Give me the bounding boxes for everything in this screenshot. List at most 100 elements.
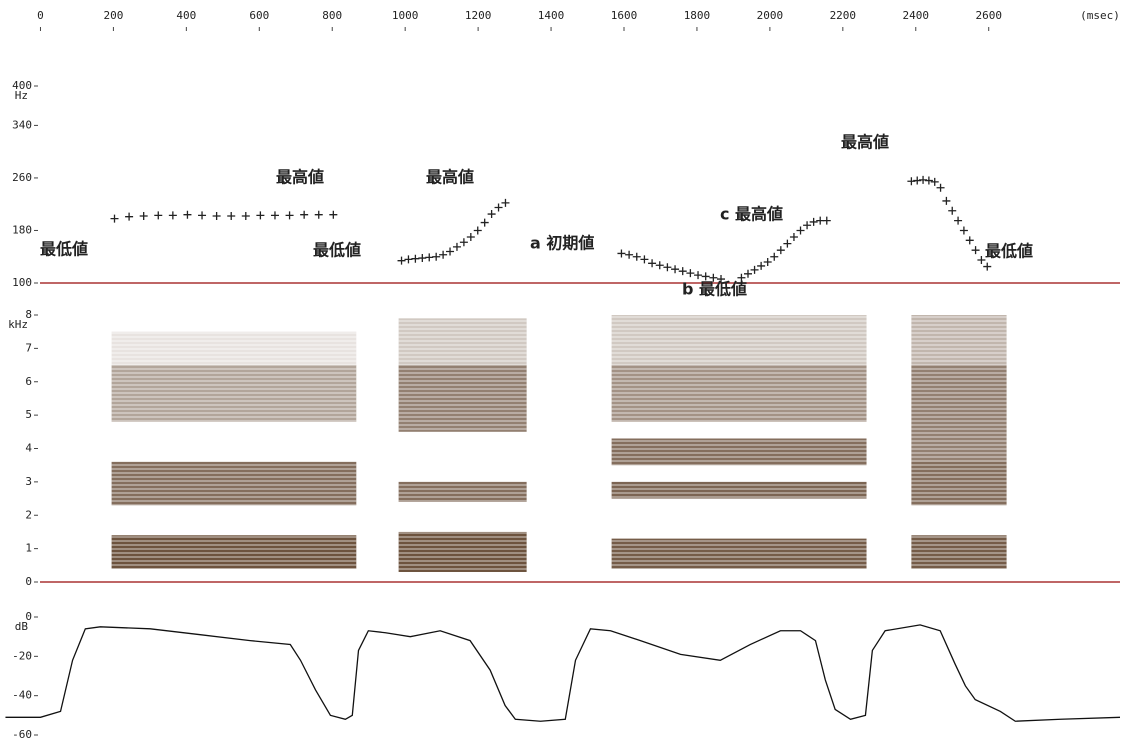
intensity-curve — [5, 625, 1120, 721]
y-unit: dB — [15, 620, 29, 633]
x-tick-label: 2600 — [975, 9, 1002, 22]
pitch-point — [625, 251, 633, 259]
pitch-point — [663, 263, 671, 271]
y-tick-label: 0 — [25, 575, 32, 588]
harmonic-texture — [399, 482, 527, 502]
harmonic-texture — [911, 535, 1006, 568]
harmonic-texture — [399, 365, 527, 432]
pitch-point — [213, 212, 221, 220]
pitch-point — [495, 203, 503, 211]
pitch-point — [937, 184, 945, 192]
pitch-point — [315, 211, 323, 219]
harmonic-texture — [112, 365, 357, 422]
pitch-point — [439, 251, 447, 259]
speech-analysis-figure: 0200400600800100012001400160018002000220… — [0, 0, 1127, 746]
pitch-point — [777, 246, 785, 254]
x-tick-label: 600 — [249, 9, 269, 22]
pitch-point — [656, 261, 664, 269]
pitch-point — [972, 246, 980, 254]
x-tick-label: 1600 — [611, 9, 638, 22]
pitch-point — [770, 253, 778, 261]
pitch-point — [633, 253, 641, 261]
x-tick-label: 1800 — [684, 9, 711, 22]
x-tick-label: 200 — [103, 9, 123, 22]
x-tick-label: 2200 — [830, 9, 857, 22]
harmonic-texture — [612, 315, 867, 365]
pitch-point — [797, 226, 805, 234]
pitch-point — [919, 176, 927, 184]
pitch-point — [453, 243, 461, 251]
pitch-point — [948, 207, 956, 215]
pitch-point — [679, 267, 687, 275]
harmonic-texture — [911, 462, 1006, 505]
harmonic-texture — [112, 332, 357, 365]
y-tick-label: 2 — [25, 508, 32, 521]
pitch-point — [154, 211, 162, 219]
harmonic-texture — [911, 365, 1006, 462]
x-unit: (msec) — [1080, 9, 1120, 22]
pitch-point — [481, 219, 489, 227]
annotation: c 最高値 — [720, 205, 783, 224]
y-tick-label: -60 — [12, 728, 32, 741]
pitch-point — [757, 262, 765, 270]
harmonic-texture — [612, 438, 867, 465]
y-tick-label: 1 — [25, 542, 32, 555]
pitch-point — [744, 270, 752, 278]
pitch-point — [425, 253, 433, 261]
pitch-point — [942, 197, 950, 205]
pitch-point — [411, 255, 419, 263]
pitch-point — [271, 211, 279, 219]
annotation: 最高値 — [426, 168, 474, 187]
harmonic-texture — [399, 318, 527, 365]
annotation: 最高値 — [276, 168, 324, 187]
annotation: 最高値 — [841, 133, 889, 152]
annotation: 最低値 — [985, 242, 1033, 261]
pitch-point — [242, 212, 250, 220]
annotation: b 最低値 — [682, 280, 747, 299]
harmonic-texture — [112, 462, 357, 505]
pitch-point — [169, 211, 177, 219]
harmonic-texture — [399, 532, 527, 572]
pitch-point — [432, 253, 440, 261]
pitch-point — [925, 177, 933, 185]
pitch-point — [966, 236, 974, 244]
pitch-point — [183, 211, 191, 219]
pitch-point — [751, 266, 759, 274]
annotation: 最低値 — [40, 240, 88, 259]
harmonic-texture — [612, 365, 867, 422]
pitch-point — [329, 211, 337, 219]
pitch-point — [694, 271, 702, 279]
harmonic-texture — [112, 535, 357, 568]
y-tick-label: 100 — [12, 276, 32, 289]
y-tick-label: 260 — [12, 171, 32, 184]
y-tick-label: 180 — [12, 223, 32, 236]
y-tick-label: -20 — [12, 649, 32, 662]
pitch-point — [256, 211, 264, 219]
y-tick-label: 4 — [25, 442, 32, 455]
pitch-point — [404, 255, 412, 263]
pitch-point — [501, 199, 509, 207]
pitch-point — [474, 226, 482, 234]
pitch-point — [398, 257, 406, 265]
pitch-point — [227, 212, 235, 220]
pitch-point — [286, 211, 294, 219]
x-tick-label: 2400 — [903, 9, 930, 22]
harmonic-texture — [612, 539, 867, 569]
x-tick-label: 1400 — [538, 9, 565, 22]
x-tick-label: 0 — [37, 9, 44, 22]
y-tick-label: 7 — [25, 341, 32, 354]
pitch-point — [960, 226, 968, 234]
pitch-point — [823, 217, 831, 225]
pitch-point — [467, 233, 475, 241]
y-tick-label: 6 — [25, 375, 32, 388]
pitch-point — [125, 213, 133, 221]
y-tick-label: 3 — [25, 475, 32, 488]
x-tick-label: 1000 — [392, 9, 419, 22]
pitch-point — [671, 265, 679, 273]
y-unit: Hz — [15, 89, 28, 102]
pitch-point — [140, 212, 148, 220]
pitch-point — [198, 211, 206, 219]
pitch-point — [686, 269, 694, 277]
pitch-point — [446, 247, 454, 255]
x-tick-label: 400 — [176, 9, 196, 22]
